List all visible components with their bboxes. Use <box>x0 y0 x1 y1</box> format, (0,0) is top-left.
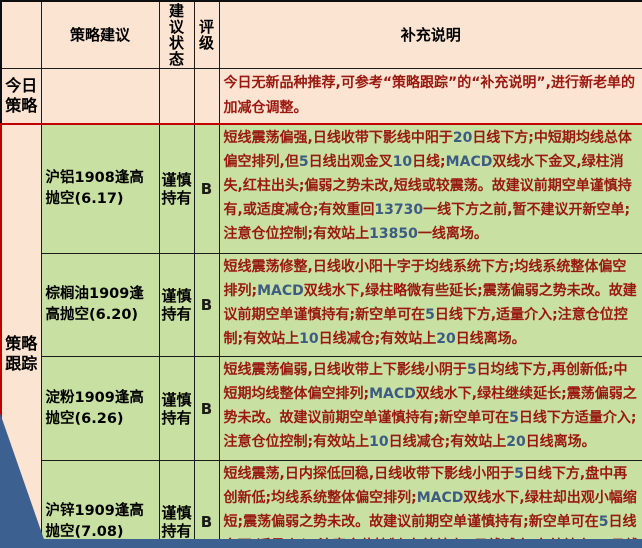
rating-badge: B <box>193 123 220 254</box>
supplementary-note: 短线震荡修整,日线收小阳十字于均线系统下方;均线系统整体偏空排列;MACD双线水… <box>218 253 642 357</box>
tracking-row: 棕榈油1909逢高抛空(6.20) 谨慎持有 B 短线震荡修整,日线收小阳十字于… <box>1 253 642 357</box>
background-bottom-strip <box>0 539 642 548</box>
today-status-cell-empty <box>158 68 195 125</box>
rating-badge: B <box>193 356 220 461</box>
header-corner-cell <box>0 0 42 69</box>
status-badge: 谨慎持有 <box>158 356 195 461</box>
strategy-label: 沪锌1909逢高抛空(7.08) <box>40 460 160 548</box>
strategy-label: 沪铝1908逢高抛空(6.17) <box>40 123 160 254</box>
strategy-label: 淀粉1909逢高抛空(6.26) <box>40 356 160 461</box>
section-label-today: 今日策略 <box>0 68 42 125</box>
today-strategy-cell-empty <box>40 68 160 125</box>
tracking-row: 沪锌1909逢高抛空(7.08) 谨慎持有 B 短线震荡,日内探低回稳,日线收带… <box>1 460 642 548</box>
strategy-label: 棕榈油1909逢高抛空(6.20) <box>40 253 160 357</box>
tracking-row: 淀粉1909逢高抛空(6.26) 谨慎持有 B 短线震荡偏弱,日线收带上下影线小… <box>1 356 642 461</box>
today-strategy-row: 今日策略 今日无新品种推荐,可参考“策略跟踪”的“补充说明”,进行新老单的加减仓… <box>0 68 642 125</box>
supplementary-note: 短线震荡偏弱,日线收带上下影线小阴于5日均线下方,再创新低;中短期均线整体偏空排… <box>218 356 642 461</box>
section-label-tracking: 策略跟踪 <box>0 123 42 548</box>
supplementary-note: 短线震荡偏强,日线收带下影线中阳于20日线下方;中短期均线总体偏空排列,但5日线… <box>218 123 642 254</box>
status-badge: 谨慎持有 <box>158 123 195 254</box>
supplementary-note: 短线震荡,日内探低回稳,日线收带下影线小阳于5日线下方,盘中再创新低;均线系统整… <box>218 460 642 548</box>
rating-badge: B <box>193 460 220 548</box>
header-strategy: 策略建议 <box>40 0 160 69</box>
tracking-row: 策略跟踪 沪铝1908逢高抛空(6.17) 谨慎持有 B 短线震荡偏强,日线收带… <box>0 123 642 548</box>
status-badge: 谨慎持有 <box>158 460 195 548</box>
today-rating-cell-empty <box>193 68 220 125</box>
header-notes: 补充说明 <box>218 0 642 69</box>
header-rating: 评级 <box>193 0 220 69</box>
status-badge: 谨慎持有 <box>158 253 195 357</box>
header-row: 策略建议 建议状态 评级 补充说明 <box>0 0 642 69</box>
header-status: 建议状态 <box>158 0 195 69</box>
today-note: 今日无新品种推荐,可参考“策略跟踪”的“补充说明”,进行新老单的加减仓调整。 <box>218 68 642 125</box>
rating-badge: B <box>193 253 220 357</box>
